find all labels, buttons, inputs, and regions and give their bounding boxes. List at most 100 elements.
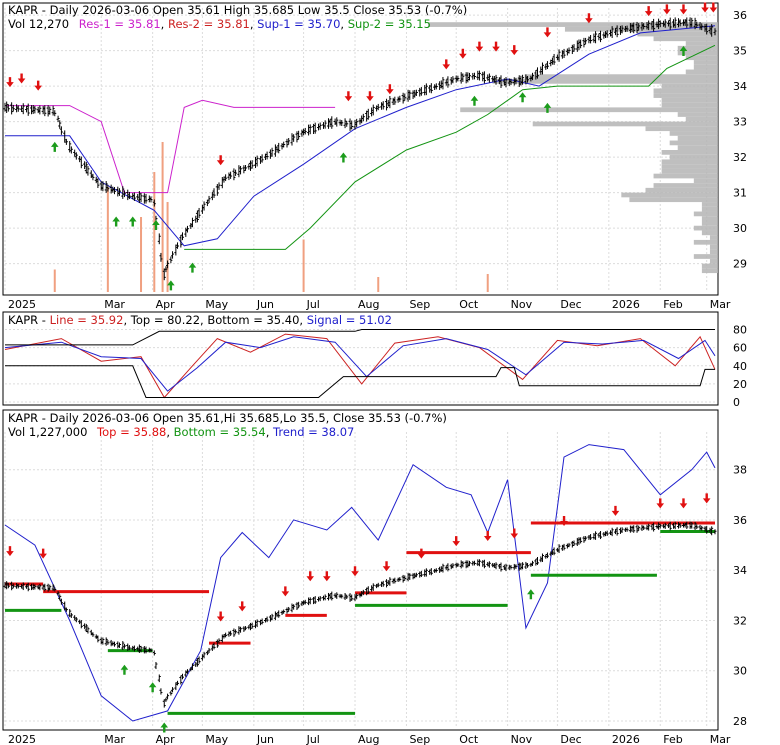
profile-bar: [693, 64, 718, 70]
oscillator-header: KAPR - Line = 35.92, Top = 80.22, Bottom…: [8, 313, 392, 327]
sell-arrow-icon: [483, 531, 492, 542]
buy-arrow-icon: [679, 46, 688, 57]
buy-arrow-icon: [543, 102, 552, 113]
buy-arrow-icon: [470, 95, 479, 106]
res1-label: Res-1 = 35.81: [79, 17, 161, 31]
profile-bar: [653, 183, 718, 188]
profile-bar: [621, 192, 718, 198]
signal-arrows: [6, 2, 718, 291]
profile-bar: [685, 41, 718, 46]
profile-bar: [709, 258, 718, 264]
volume-bar: [166, 202, 169, 292]
y-tick-label: 32: [733, 614, 747, 627]
y-tick-label: 36: [733, 9, 747, 22]
profile-bar: [685, 116, 718, 122]
sell-arrow-icon: [702, 493, 711, 504]
profile-bar: [701, 206, 718, 212]
volume-bar: [106, 187, 109, 292]
buy-arrow-icon: [160, 722, 169, 733]
sell-arrow-icon: [701, 2, 709, 13]
profile-bar: [661, 150, 718, 155]
trend-trend-label: Trend = 38.07: [272, 425, 354, 439]
profile-bar: [669, 154, 718, 160]
osc-symbol: KAPR: [8, 313, 38, 327]
x-tick-label: Jul: [306, 733, 320, 745]
x-tick-label: Dec: [560, 298, 581, 311]
profile-bar: [693, 225, 718, 231]
profile-bar: [693, 239, 718, 245]
profile-bar: [653, 36, 718, 42]
series-bottom: [5, 365, 715, 398]
volume-bar: [153, 172, 156, 292]
y-tick-label: 80: [733, 324, 747, 337]
x-tick-label: Mar: [710, 298, 731, 311]
main-y-axis: 29 30 31 32 33 34 35 36: [733, 9, 747, 271]
buy-arrow-icon: [112, 216, 120, 227]
sell-arrow-icon: [510, 528, 519, 539]
profile-bar: [629, 197, 718, 203]
sell-arrow-icon: [417, 548, 426, 559]
sell-arrow-icon: [306, 571, 315, 582]
profile-bar: [661, 164, 718, 169]
sell-arrow-icon: [382, 561, 391, 572]
buy-arrow-icon: [50, 141, 59, 152]
trend-header-line1: KAPR - Daily 2026-03-06 Open 35.61,Hi 35…: [8, 411, 447, 425]
x-tick-label: Sep: [409, 733, 430, 745]
profile-bar: [693, 178, 718, 184]
sell-arrow-icon: [644, 6, 653, 17]
profile-bar: [661, 168, 718, 174]
x-tick-label: Feb: [663, 733, 682, 745]
price-bars: [3, 17, 717, 281]
profile-bar: [677, 135, 718, 141]
profile-bar: [653, 88, 718, 94]
y-tick-label: 30: [733, 222, 747, 235]
profile-bar: [701, 221, 718, 226]
x-tick-label: May: [205, 298, 228, 311]
sell-arrow-icon: [679, 498, 688, 509]
sell-arrow-icon: [281, 586, 290, 597]
sell-arrow-icon: [6, 77, 14, 88]
sell-arrow-icon: [510, 45, 519, 56]
profile-bar: [653, 173, 718, 179]
profile-bar: [709, 235, 718, 240]
profile-bar: [677, 112, 718, 117]
series-line: [4, 333, 716, 399]
trend-vol-label: Vol 1,227,000: [8, 425, 87, 439]
profile-bar: [709, 244, 718, 250]
sell-arrow-icon: [238, 601, 247, 612]
sell-arrow-icon: [611, 505, 620, 516]
sell-arrow-icon: [344, 91, 353, 102]
y-tick-label: 40: [733, 360, 747, 373]
osc-signal-label: Signal = 51.02: [307, 313, 392, 327]
y-tick-label: 30: [733, 665, 747, 678]
sup1-label: Sup-1 = 35.70: [257, 17, 340, 31]
profile-bar: [669, 131, 718, 136]
y-tick-label: 60: [733, 342, 747, 355]
sell-arrow-icon: [17, 73, 26, 84]
sell-arrow-icon: [656, 498, 665, 509]
x-tick-label: Mar: [710, 733, 731, 745]
y-tick-label: 38: [733, 464, 747, 477]
x-tick-label: Nov: [511, 298, 533, 311]
sell-arrow-icon: [351, 566, 359, 577]
trend-x-axis: 2025 Mar Apr May Jun Jul Aug Sep Oct Nov Dec 2026 Fe…: [8, 733, 731, 745]
volume-bars: [53, 142, 489, 292]
sell-arrow-icon: [585, 13, 593, 24]
profile-bar: [428, 22, 718, 27]
sell-arrow-icon: [366, 91, 374, 102]
osc-top-label: Top = 80.22: [130, 313, 200, 327]
x-tick-label: Mar: [104, 298, 125, 311]
main-panel-frame: [2, 2, 719, 296]
profile-bar: [685, 69, 718, 75]
buy-arrow-icon: [167, 280, 175, 291]
x-tick-label: Oct: [459, 298, 479, 311]
profile-bar: [661, 102, 718, 108]
main-price-panel: 29 30 31 32 33 34 35 36 2025 Mar Apr May Jun Jul Aug S…: [2, 2, 747, 311]
x-tick-label: Dec: [560, 733, 581, 745]
profile-bar: [645, 126, 718, 132]
profile-bar: [637, 31, 718, 37]
series-sup-2: [184, 44, 716, 250]
sup2-label: Sup-2 = 35.15: [348, 17, 431, 31]
profile-bar: [564, 26, 718, 32]
volume-bar: [302, 239, 305, 292]
